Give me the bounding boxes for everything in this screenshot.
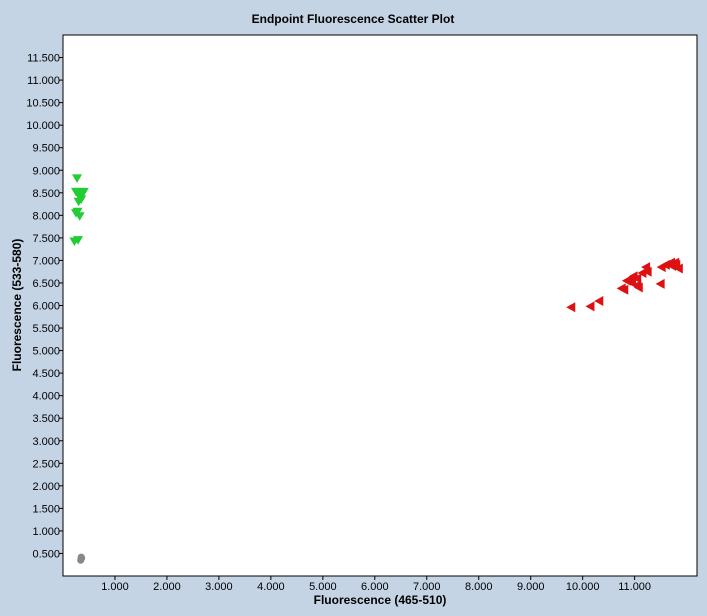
- y-tick-label: 8.000: [32, 210, 60, 222]
- y-tick-label: 7.500: [32, 233, 60, 245]
- y-tick-label: 5.000: [32, 346, 60, 358]
- y-tick-label: 4.500: [32, 368, 60, 380]
- y-tick-label: 3.000: [32, 436, 60, 448]
- data-point: [641, 262, 651, 273]
- y-axis-title: Fluorescence (533-580): [10, 239, 24, 372]
- x-tick-label: 9.000: [517, 581, 545, 593]
- y-tick-label: 6.000: [32, 301, 60, 313]
- x-tick-label: 11.000: [618, 581, 651, 593]
- y-tick-label: 0.500: [32, 548, 60, 560]
- data-point: [619, 284, 629, 295]
- y-tick-label: 2.000: [32, 481, 60, 493]
- y-tick-label: 10.000: [26, 120, 60, 132]
- data-point: [633, 282, 643, 293]
- plot-area: [62, 34, 698, 577]
- data-point: [566, 302, 576, 313]
- y-tick-label: 11.500: [27, 53, 60, 65]
- y-tick-label: 11.000: [27, 75, 60, 87]
- x-tick-label: 6.000: [361, 581, 389, 593]
- x-tick-label: 7.000: [413, 581, 441, 593]
- y-tick-label: 10.500: [26, 98, 60, 110]
- y-tick-label: 8.500: [32, 188, 60, 200]
- x-axis-title: Fluorescence (465-510): [314, 593, 447, 607]
- x-tick-label: 5.000: [309, 581, 337, 593]
- y-tick-label: 2.500: [32, 458, 60, 470]
- data-point: [673, 263, 683, 274]
- x-tick-label: 2.000: [153, 581, 181, 593]
- data-point: [72, 174, 83, 183]
- data-points: [69, 174, 683, 564]
- axes: 0.500 1.000 1.500 2.000 2.500 3.000 3.500 4.000…: [26, 53, 651, 593]
- y-tick-label: 9.500: [32, 143, 60, 155]
- y-tick-label: 3.500: [32, 413, 60, 425]
- y-tick-label: 1.000: [32, 526, 60, 538]
- x-tick-label: 1.000: [101, 581, 129, 593]
- y-tick-label: 4.000: [32, 391, 60, 403]
- data-point: [73, 197, 84, 207]
- y-tick-label: 9.000: [32, 165, 60, 177]
- y-tick-label: 7.000: [32, 255, 60, 267]
- data-point: [78, 554, 86, 562]
- x-tick-label: 3.000: [205, 581, 233, 593]
- y-tick-label: 1.500: [32, 503, 60, 515]
- data-point: [632, 273, 642, 284]
- data-point: [74, 212, 85, 221]
- data-point: [637, 268, 647, 279]
- chart-title: Endpoint Fluorescence Scatter Plot: [252, 12, 455, 26]
- x-tick-label: 8.000: [465, 581, 493, 593]
- data-point: [69, 237, 80, 246]
- data-point: [655, 278, 665, 289]
- data-point: [585, 301, 595, 312]
- x-tick-label: 4.000: [257, 581, 285, 593]
- x-tick-label: 10.000: [566, 581, 600, 593]
- y-tick-label: 6.500: [32, 278, 60, 290]
- data-point: [594, 295, 604, 306]
- y-tick-label: 5.500: [32, 323, 60, 335]
